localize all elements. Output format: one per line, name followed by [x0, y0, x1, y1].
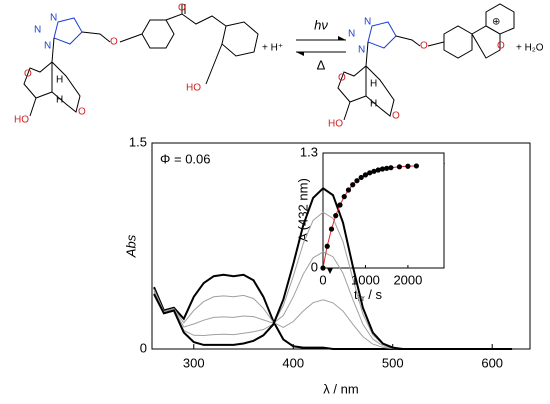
atom-label: N: [348, 29, 355, 40]
data-point: [341, 194, 347, 200]
data-point: [384, 165, 390, 171]
x-tick-label: 500: [382, 355, 404, 370]
atom-label: O: [110, 37, 118, 48]
x-tick-label: 400: [282, 355, 304, 370]
atom-label: O: [392, 111, 400, 122]
x-tick-label: 1000: [351, 272, 380, 287]
y-tick-label: 0: [140, 340, 147, 355]
data-point: [345, 187, 352, 193]
data-point: [396, 164, 403, 170]
reagent: hν: [314, 17, 328, 32]
reagent: + H⁺: [262, 43, 283, 54]
data-point: [375, 167, 381, 173]
data-point: [405, 163, 411, 169]
atom-label: N: [50, 13, 57, 24]
atom-label: O: [497, 41, 505, 52]
inset-frame: [322, 152, 445, 269]
spectrum-line: [153, 273, 513, 350]
data-point: [358, 174, 364, 181]
data-point: [379, 166, 386, 172]
atom-label: H: [56, 95, 63, 106]
x-tick-label: 600: [481, 355, 503, 370]
inset-y-label: A (432 nm): [295, 178, 310, 242]
atom-label: O: [24, 69, 32, 80]
data-point: [350, 182, 356, 188]
atom-label: O: [78, 107, 86, 118]
data-point: [337, 202, 343, 208]
data-point: [367, 170, 373, 176]
atom-label: ⊕: [492, 17, 500, 28]
data-point: [362, 172, 369, 178]
equilibrium-arrows: [296, 36, 346, 56]
atom-label: N: [44, 41, 51, 52]
atom-label: O: [178, 3, 186, 14]
product-structure: [337, 3, 515, 121]
data-point: [320, 265, 326, 271]
atom-label: HO: [328, 119, 343, 130]
data-point: [324, 243, 330, 249]
y-axis-label: Abs: [123, 234, 138, 258]
y-tick-label: 0: [311, 259, 318, 274]
reactant-structure: [23, 4, 259, 117]
atom-label: N: [34, 25, 41, 36]
x-axis-label: λ / nm: [323, 381, 358, 396]
x-tick-label: 300: [183, 355, 205, 370]
data-point: [371, 168, 377, 174]
data-point: [333, 213, 339, 219]
annotation: Φ = 0.06: [160, 151, 211, 166]
data-point: [354, 178, 360, 184]
data-point: [328, 226, 335, 232]
x-tick-label: 0: [319, 272, 326, 287]
atom-label: H: [370, 99, 377, 110]
data-point: [413, 163, 420, 169]
y-tick-label: 1.5: [129, 134, 147, 149]
atom-label: H: [56, 75, 63, 86]
atom-label: HO: [186, 83, 201, 94]
label-part: t: [354, 287, 358, 302]
data-point: [388, 165, 394, 171]
atom-label: N: [358, 45, 365, 56]
label-part: / s: [365, 287, 383, 302]
x-tick-label: 2000: [393, 272, 422, 287]
spectrum-line: [153, 187, 513, 350]
atom-label: H: [370, 79, 377, 90]
reagent: Δ: [317, 57, 326, 72]
atom-label: N: [364, 17, 371, 28]
atom-label: HO: [14, 115, 29, 126]
atom-label: O: [338, 73, 346, 84]
reagent: + H₂O: [516, 43, 544, 54]
y-tick-label: 1.3: [300, 144, 318, 159]
atom-label: O: [420, 41, 428, 52]
